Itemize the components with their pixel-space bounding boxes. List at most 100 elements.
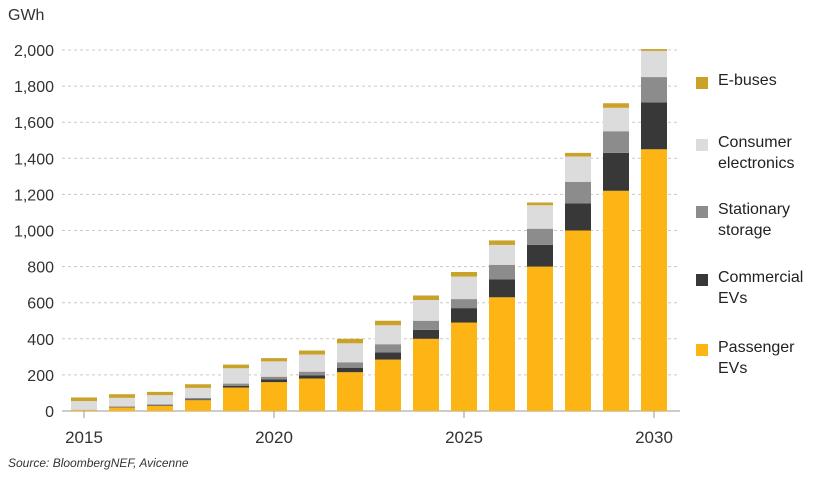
y-axis-unit-label: GWh (8, 7, 44, 24)
legend-label: E-buses (718, 72, 777, 89)
bar-segment-2018-passenger-evs (185, 400, 211, 411)
y-tick-label: 0 (45, 404, 54, 421)
y-tick-label: 800 (27, 260, 54, 277)
bar-segment-2023-consumer-electronics (375, 325, 401, 345)
bar-segment-2028-e-buses (565, 152, 591, 157)
bar-segment-2017-stationary-storage (147, 404, 173, 406)
bar-segment-2022-commercial-evs (337, 367, 363, 373)
bar-segment-2017-consumer-electronics (147, 395, 173, 405)
bar-segment-2015-consumer-electronics (71, 401, 97, 410)
bar-segment-2028-passenger-evs (565, 230, 591, 411)
bar-segment-2024-consumer-electronics (413, 299, 439, 321)
bar-segment-2023-passenger-evs (375, 359, 401, 411)
bar-segment-2020-passenger-evs (261, 382, 287, 411)
bar-segment-2030-consumer-electronics (641, 50, 667, 78)
bar-segment-2025-passenger-evs (451, 322, 477, 411)
bar-segment-2022-passenger-evs (337, 372, 363, 411)
legend-swatch (696, 77, 708, 89)
bar-segment-2027-passenger-evs (527, 266, 553, 411)
bar-segment-2022-e-buses (337, 338, 363, 344)
bar-segment-2020-e-buses (261, 358, 287, 362)
x-tick-label: 2020 (255, 428, 293, 447)
bar-segment-2024-stationary-storage (413, 320, 439, 330)
bar-segment-2024-commercial-evs (413, 329, 439, 339)
bar-segment-2015-passenger-evs (71, 410, 97, 411)
legend-swatch (696, 139, 708, 151)
legend-label: Stationary storage (718, 201, 791, 239)
bar-segment-2019-passenger-evs (223, 387, 249, 411)
y-tick-label: 600 (27, 296, 54, 313)
bar-segment-2024-e-buses (413, 295, 439, 300)
bar-segment-2020-commercial-evs (261, 379, 287, 383)
bar-segment-2017-commercial-evs (147, 405, 173, 406)
bar-segment-2028-consumer-electronics (565, 156, 591, 182)
x-tick-label: 2025 (445, 428, 483, 447)
bar-segment-2023-commercial-evs (375, 352, 401, 360)
bar-segment-2016-consumer-electronics (109, 397, 135, 407)
source-note: Source: BloombergNEF, Avicenne (8, 456, 189, 470)
x-tick-label: 2030 (635, 428, 673, 447)
bar-segment-2029-e-buses (603, 103, 629, 108)
bar-segment-2016-passenger-evs (109, 407, 135, 411)
bars (71, 49, 667, 411)
bar-segment-2019-e-buses (223, 364, 249, 369)
bar-segment-2029-stationary-storage (603, 131, 629, 153)
bar-segment-2025-stationary-storage (451, 299, 477, 309)
y-tick-label: 400 (27, 332, 54, 349)
bar-segment-2027-commercial-evs (527, 244, 553, 267)
y-tick-label: 200 (27, 368, 54, 385)
bar-segment-2021-commercial-evs (299, 375, 325, 379)
bar-segment-2029-passenger-evs (603, 190, 629, 411)
bar-segment-2030-stationary-storage (641, 77, 667, 103)
legend-label: Consumer electronics (718, 134, 795, 172)
legend-item-e-buses: E-buses (696, 70, 824, 91)
gridlines (62, 49, 680, 412)
bar-segment-2022-stationary-storage (337, 362, 363, 368)
legend-swatch (696, 206, 708, 218)
bar-segment-2021-consumer-electronics (299, 354, 325, 372)
bar-segment-2025-commercial-evs (451, 308, 477, 323)
y-tick-label: 1,800 (14, 79, 54, 96)
bar-segment-2027-e-buses (527, 202, 553, 206)
bar-segment-2029-consumer-electronics (603, 107, 629, 132)
bar-segment-2019-commercial-evs (223, 385, 249, 388)
bar-segment-2018-stationary-storage (185, 397, 211, 400)
bar-segment-2020-consumer-electronics (261, 361, 287, 377)
legend-label: Passenger EVs (718, 339, 795, 377)
bar-segment-2022-consumer-electronics (337, 343, 363, 363)
bar-segment-2023-e-buses (375, 320, 401, 326)
bar-segment-2026-e-buses (489, 240, 515, 245)
bar-segment-2024-passenger-evs (413, 338, 439, 411)
y-tick-label: 1,600 (14, 115, 54, 132)
bar-segment-2028-commercial-evs (565, 203, 591, 231)
bar-segment-2026-passenger-evs (489, 297, 515, 411)
bar-segment-2018-commercial-evs (185, 399, 211, 401)
y-axis: 0 200 400 600 800 1,000 1,200 1,400 1,600 1,800 2,… (14, 43, 54, 421)
legend-item-passenger-evs: Passenger EVs (696, 337, 824, 379)
bar-segment-2021-stationary-storage (299, 371, 325, 376)
y-tick-label: 1,000 (14, 224, 54, 241)
bar-segment-2021-passenger-evs (299, 378, 325, 411)
bar-segment-2016-e-buses (109, 394, 135, 398)
legend-item-commercial-evs: Commercial EVs (696, 267, 824, 309)
legend-swatch (696, 344, 708, 356)
bar-segment-2030-commercial-evs (641, 102, 667, 150)
legend-item-consumer-electronics: Consumer electronics (696, 132, 824, 174)
bar-segment-2030-passenger-evs (641, 149, 667, 411)
bar-segment-2028-stationary-storage (565, 181, 591, 204)
bar-segment-2015-e-buses (71, 397, 97, 402)
bar-segment-2019-stationary-storage (223, 383, 249, 386)
legend-item-stationary-storage: Stationary storage (696, 199, 824, 241)
bar-segment-2029-commercial-evs (603, 152, 629, 191)
bar-segment-2023-stationary-storage (375, 344, 401, 353)
bar-segment-2016-stationary-storage (109, 406, 135, 408)
y-tick-label: 2,000 (14, 43, 54, 60)
bar-segment-2025-e-buses (451, 272, 477, 277)
bar-segment-2019-consumer-electronics (223, 368, 249, 384)
bar-segment-2018-consumer-electronics (185, 387, 211, 398)
bar-segment-2026-consumer-electronics (489, 244, 515, 265)
legend-swatch (696, 274, 708, 286)
bar-segment-2020-stationary-storage (261, 376, 287, 380)
bar-segment-2027-stationary-storage (527, 228, 553, 245)
bar-segment-2026-stationary-storage (489, 264, 515, 280)
